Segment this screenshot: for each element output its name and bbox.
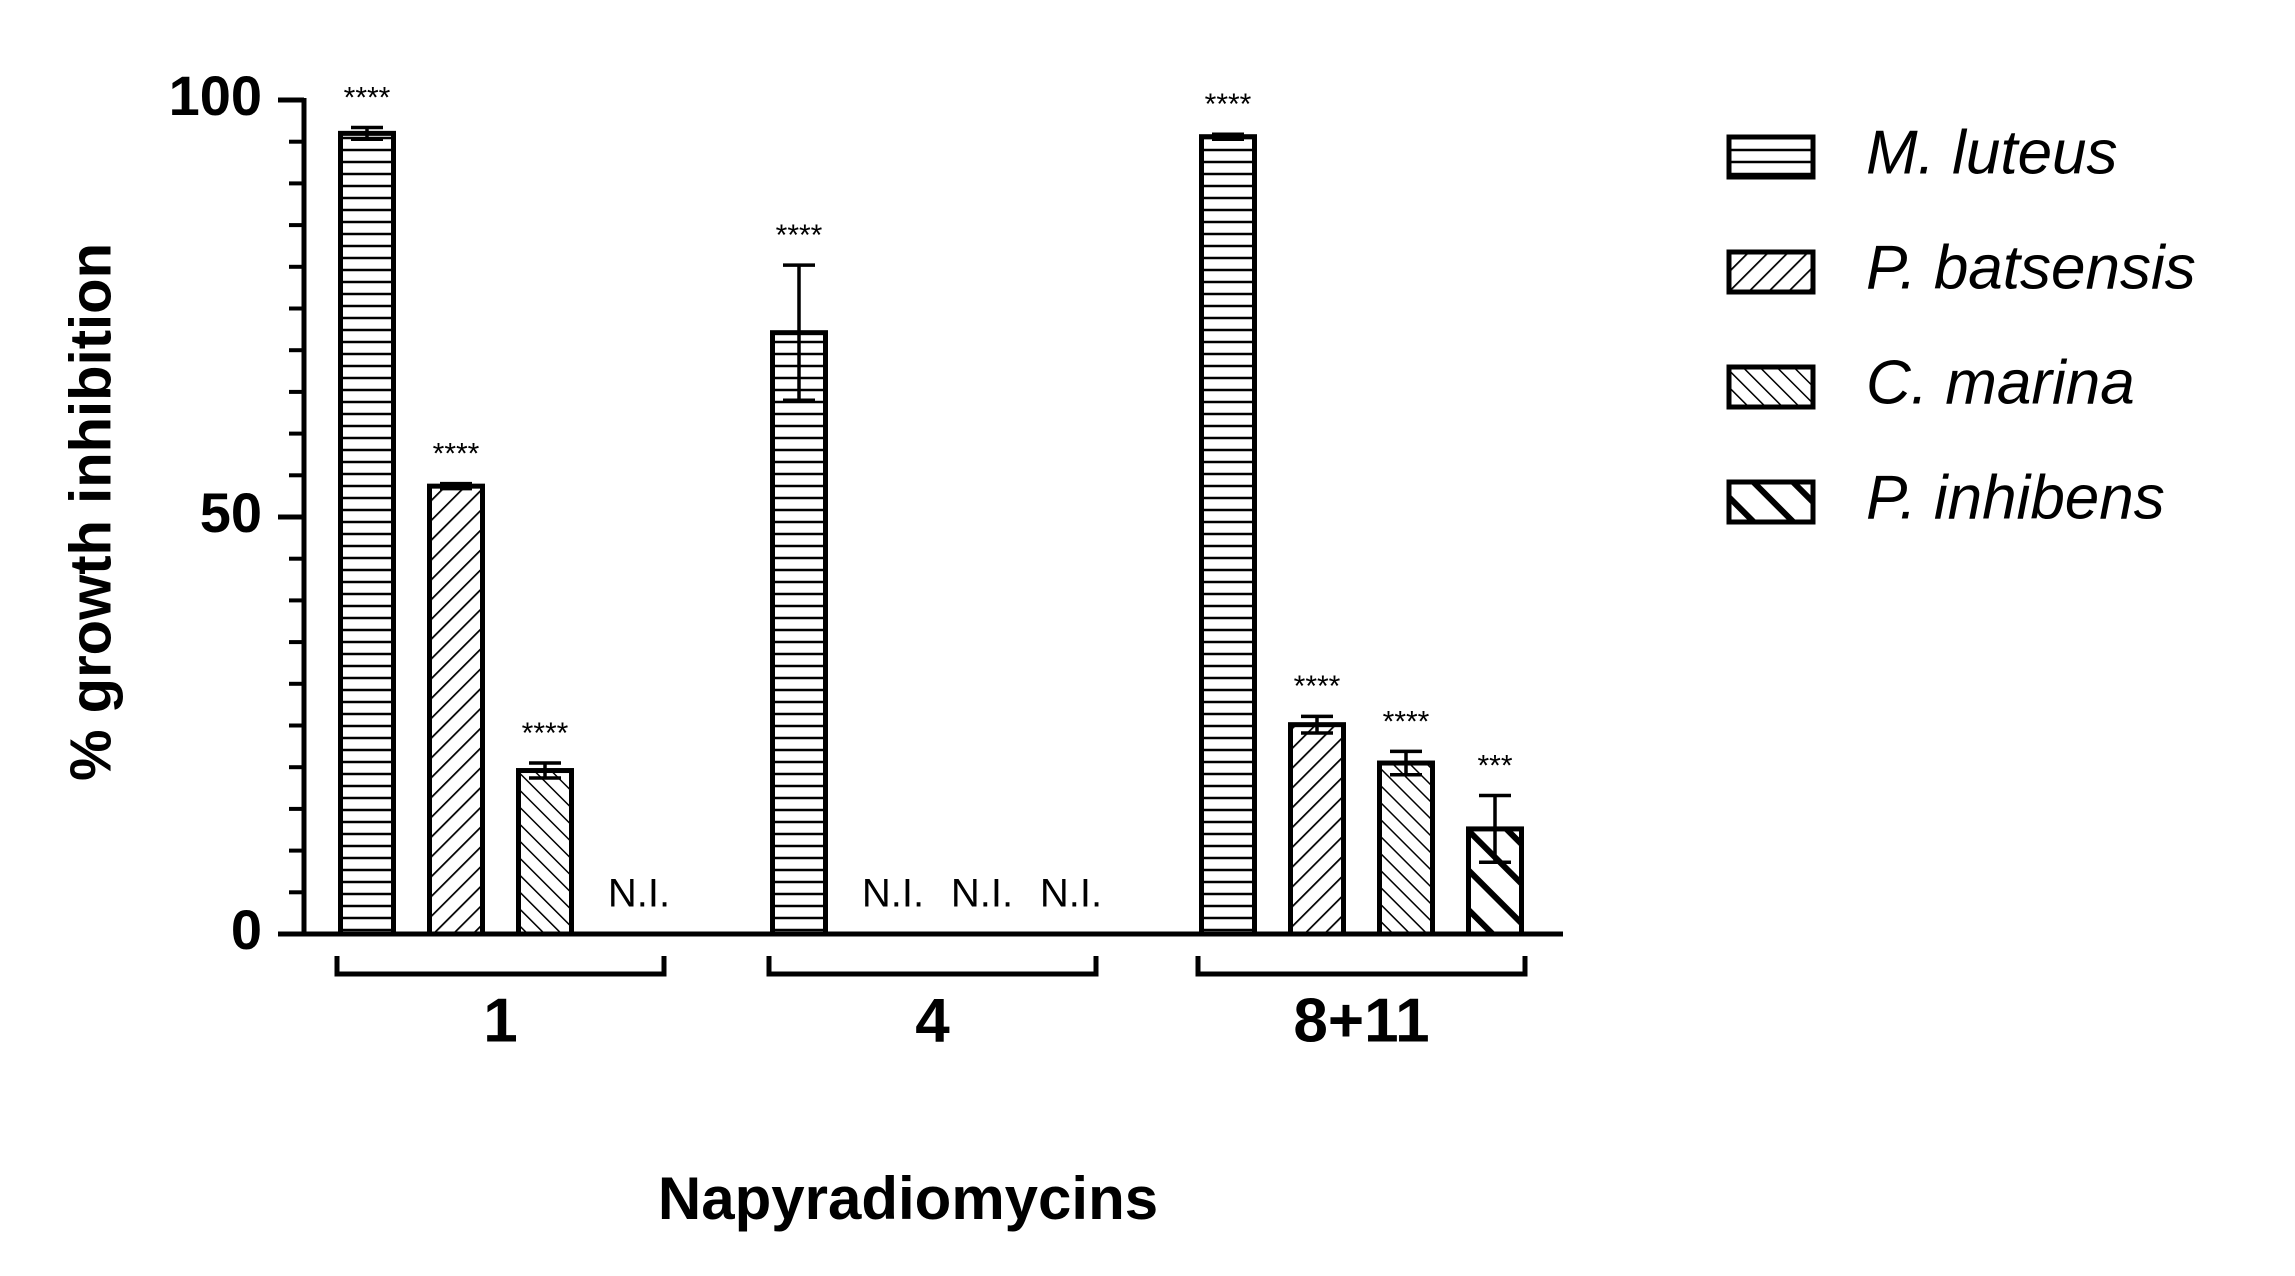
bar-pattern [427, 483, 485, 937]
error-bar [783, 263, 815, 402]
error-bar [1301, 714, 1333, 735]
bar-pattern [1199, 134, 1257, 937]
group-bracket [766, 956, 1099, 977]
legend-label: C. marina [1866, 348, 2135, 417]
significance-label: N.I. [608, 872, 670, 916]
error-bar [1479, 793, 1511, 865]
y-axis-label: % growth inhibition [58, 243, 123, 781]
error-bar [1390, 749, 1422, 777]
y-tick-label: 0 [231, 898, 262, 961]
error-bar [351, 125, 383, 141]
significance-label: **** [1383, 705, 1430, 738]
x-tick-label: 8+11 [1293, 986, 1429, 1055]
bar-pattern [338, 130, 396, 937]
error-bar [1212, 132, 1244, 141]
legend-label: M. luteus [1866, 118, 2118, 187]
legend-label: P. inhibens [1866, 463, 2165, 532]
significance-label: N.I. [862, 872, 924, 916]
legend-swatch-pattern [1726, 134, 1816, 180]
x-tick-label: 1 [483, 986, 517, 1055]
x-axis-label: Napyradiomycins [658, 1165, 1158, 1232]
bar-pattern [1377, 760, 1435, 937]
significance-label: **** [433, 438, 480, 471]
bar-pattern [770, 330, 828, 937]
error-bar [529, 761, 561, 780]
group-bracket [1195, 956, 1528, 977]
bar-pattern [1288, 722, 1346, 937]
significance-label: **** [522, 717, 569, 750]
group-bracket [334, 956, 667, 977]
significance-label: **** [344, 81, 391, 114]
significance-label: **** [1205, 88, 1252, 121]
legend-swatch-pattern [1726, 479, 1816, 525]
significance-label: *** [1477, 749, 1512, 782]
legend-swatch-pattern [1726, 249, 1816, 295]
y-tick-label: 100 [169, 64, 262, 127]
bar-pattern [516, 768, 574, 937]
error-bar [440, 481, 472, 491]
significance-label: N.I. [1040, 872, 1102, 916]
significance-label: N.I. [951, 872, 1013, 916]
y-tick-label: 50 [200, 481, 262, 544]
legend-swatch-pattern [1726, 364, 1816, 410]
legend-label: P. batsensis [1866, 233, 2196, 302]
significance-label: **** [776, 219, 823, 252]
x-tick-label: 4 [915, 986, 950, 1055]
significance-label: **** [1294, 670, 1341, 703]
